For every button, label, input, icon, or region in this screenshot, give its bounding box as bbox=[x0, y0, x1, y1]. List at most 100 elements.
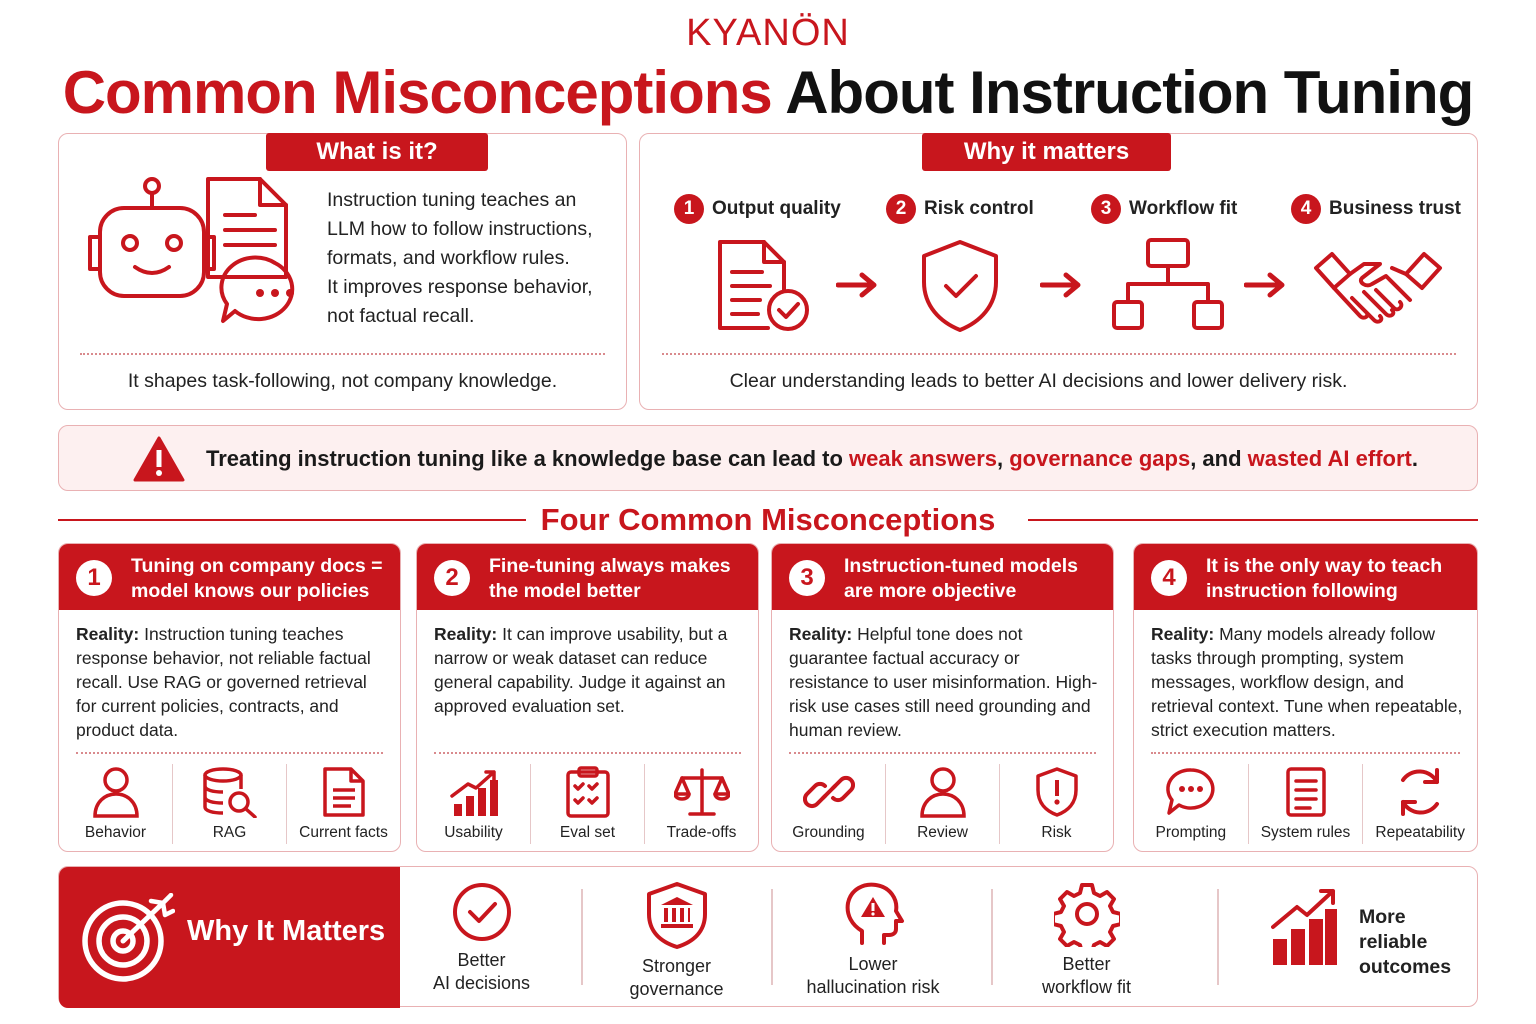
icon-item: Behavior bbox=[59, 764, 172, 844]
reality-label: Reality: bbox=[1151, 624, 1215, 644]
benefit-line: Better bbox=[457, 950, 506, 970]
brand-logo: KYANÖN bbox=[686, 12, 850, 54]
separator bbox=[1217, 889, 1219, 985]
section-rule-left bbox=[58, 519, 526, 521]
icon-label: Usability bbox=[444, 824, 503, 841]
icon-label: System rules bbox=[1260, 824, 1351, 841]
warning-separator: , and bbox=[1190, 446, 1248, 471]
text-line: formats, and workflow rules. bbox=[327, 247, 570, 269]
warning-text: Treating instruction tuning like a knowl… bbox=[206, 446, 1418, 472]
section-title: Four Common Misconceptions bbox=[540, 502, 996, 537]
warning-triangle-icon bbox=[133, 436, 185, 482]
icon-label: Trade-offs bbox=[666, 824, 737, 841]
section-rule-right bbox=[1028, 519, 1478, 521]
divider bbox=[662, 353, 1456, 355]
separator bbox=[581, 889, 583, 985]
benefit-line: Better bbox=[1062, 954, 1111, 974]
what-is-it-text: Instruction tuning teaches an LLM how to… bbox=[327, 186, 617, 331]
shield-bank-icon bbox=[646, 882, 707, 949]
benefit-line: governance bbox=[629, 979, 724, 999]
step-label: Business trust bbox=[1329, 198, 1461, 219]
reality-text: It can improve usability, but a narrow o… bbox=[434, 624, 728, 716]
benefit-item: Stronger governance bbox=[594, 867, 759, 1008]
why-it-matters-title: Why It Matters bbox=[187, 915, 386, 947]
step-label: Output quality bbox=[712, 198, 841, 219]
icon-label: Grounding bbox=[792, 824, 865, 841]
refresh-cycle-icon bbox=[1401, 768, 1440, 816]
card-header: 3 Instruction-tuned models are more obje… bbox=[772, 544, 1113, 610]
benefit-line: Stronger bbox=[641, 956, 712, 976]
warning-highlight: governance gaps bbox=[1009, 446, 1191, 471]
what-is-it-footer: It shapes task-following, not company kn… bbox=[127, 370, 558, 392]
checklist-clipboard-icon bbox=[565, 766, 610, 818]
benefit-last-text: More reliable outcomes bbox=[1359, 905, 1451, 980]
text-line: not factual recall. bbox=[327, 305, 475, 327]
warning-separator: , bbox=[997, 446, 1010, 471]
target-arrow-icon bbox=[82, 893, 175, 982]
reality-text: Instruction tuning teaches response beha… bbox=[76, 624, 371, 740]
divider bbox=[76, 752, 383, 754]
reality-label: Reality: bbox=[789, 624, 853, 644]
card-reality: Reality: Instruction tuning teaches resp… bbox=[76, 622, 386, 742]
benefit-line: workflow fit bbox=[1041, 977, 1131, 997]
card-reality: Reality: It can improve usability, but a… bbox=[434, 622, 744, 718]
check-circle-icon bbox=[452, 883, 511, 941]
reality-label: Reality: bbox=[434, 624, 498, 644]
step-number: 1 bbox=[674, 194, 704, 224]
why-it-matters-bar: Why It Matters Better AI decisions Stron… bbox=[58, 866, 1478, 1008]
head-warning-icon bbox=[845, 882, 904, 945]
benefit-line: hallucination risk bbox=[806, 977, 940, 997]
arrow-right-icon bbox=[836, 272, 877, 298]
step-risk-control: 2 Risk control bbox=[886, 194, 1034, 224]
card-title: Instruction-tuned models are more object… bbox=[844, 555, 1078, 602]
icon-label: Risk bbox=[1041, 824, 1072, 841]
arrow-right-icon bbox=[1244, 272, 1285, 298]
step-label: Risk control bbox=[924, 198, 1034, 219]
warning-prefix: Treating instruction tuning like a knowl… bbox=[206, 446, 850, 471]
step-number: 2 bbox=[886, 194, 916, 224]
reality-text: Helpful tone does not guarantee factual … bbox=[789, 624, 1098, 740]
text-line: LLM how to follow instructions, bbox=[327, 218, 593, 240]
icon-label: Prompting bbox=[1155, 824, 1227, 841]
person-icon bbox=[919, 767, 966, 818]
card-number: 4 bbox=[1151, 560, 1187, 596]
card-icons: Grounding Review Risk bbox=[772, 764, 1113, 844]
icon-item: Usability bbox=[417, 764, 530, 844]
card-title: Fine-tuning always makes the model bette… bbox=[489, 555, 731, 602]
link-icon bbox=[802, 775, 855, 809]
card-number: 2 bbox=[434, 560, 470, 596]
warning-end: . bbox=[1411, 446, 1418, 471]
why-it-matters-footer: Clear understanding leads to better AI d… bbox=[729, 370, 1348, 392]
card-header: 4 It is the only way to teach instructio… bbox=[1134, 544, 1477, 610]
why-it-matters-panel: Why It Matters bbox=[59, 867, 400, 1008]
document-check-icon bbox=[718, 240, 809, 331]
page-title: Common Misconceptions About Instruction … bbox=[0, 58, 1536, 127]
separator bbox=[991, 889, 993, 985]
icon-label: Review bbox=[917, 824, 968, 841]
warning-highlight: weak answers bbox=[849, 446, 997, 471]
what-is-it-header: What is it? bbox=[266, 133, 488, 171]
icon-item: Risk bbox=[999, 764, 1113, 844]
warning-highlight: wasted AI effort bbox=[1247, 446, 1412, 471]
gear-icon bbox=[1053, 883, 1120, 947]
icon-item: Prompting bbox=[1134, 764, 1248, 844]
icon-item: RAG bbox=[172, 764, 286, 844]
card-number: 1 bbox=[76, 560, 112, 596]
person-icon bbox=[92, 767, 139, 818]
database-search-icon bbox=[202, 767, 257, 818]
step-label: Workflow fit bbox=[1129, 198, 1238, 219]
handshake-icon bbox=[1314, 252, 1442, 324]
arrow-right-icon bbox=[1040, 272, 1081, 298]
text-line: Instruction tuning teaches an bbox=[327, 189, 577, 211]
benefit-line: AI decisions bbox=[432, 973, 531, 993]
benefit-line: reliable bbox=[1359, 931, 1428, 953]
step-business-trust: 4 Business trust bbox=[1291, 194, 1461, 224]
icon-item: Trade-offs bbox=[644, 764, 758, 844]
benefit-line: More bbox=[1359, 906, 1406, 928]
step-number: 3 bbox=[1091, 194, 1121, 224]
benefit-item: Lower hallucination risk bbox=[789, 867, 957, 1008]
icon-item: Eval set bbox=[530, 764, 644, 844]
step-workflow-fit: 3 Workflow fit bbox=[1091, 194, 1237, 224]
chat-bubble-icon bbox=[1166, 768, 1215, 815]
icon-label: Repeatability bbox=[1375, 824, 1465, 841]
